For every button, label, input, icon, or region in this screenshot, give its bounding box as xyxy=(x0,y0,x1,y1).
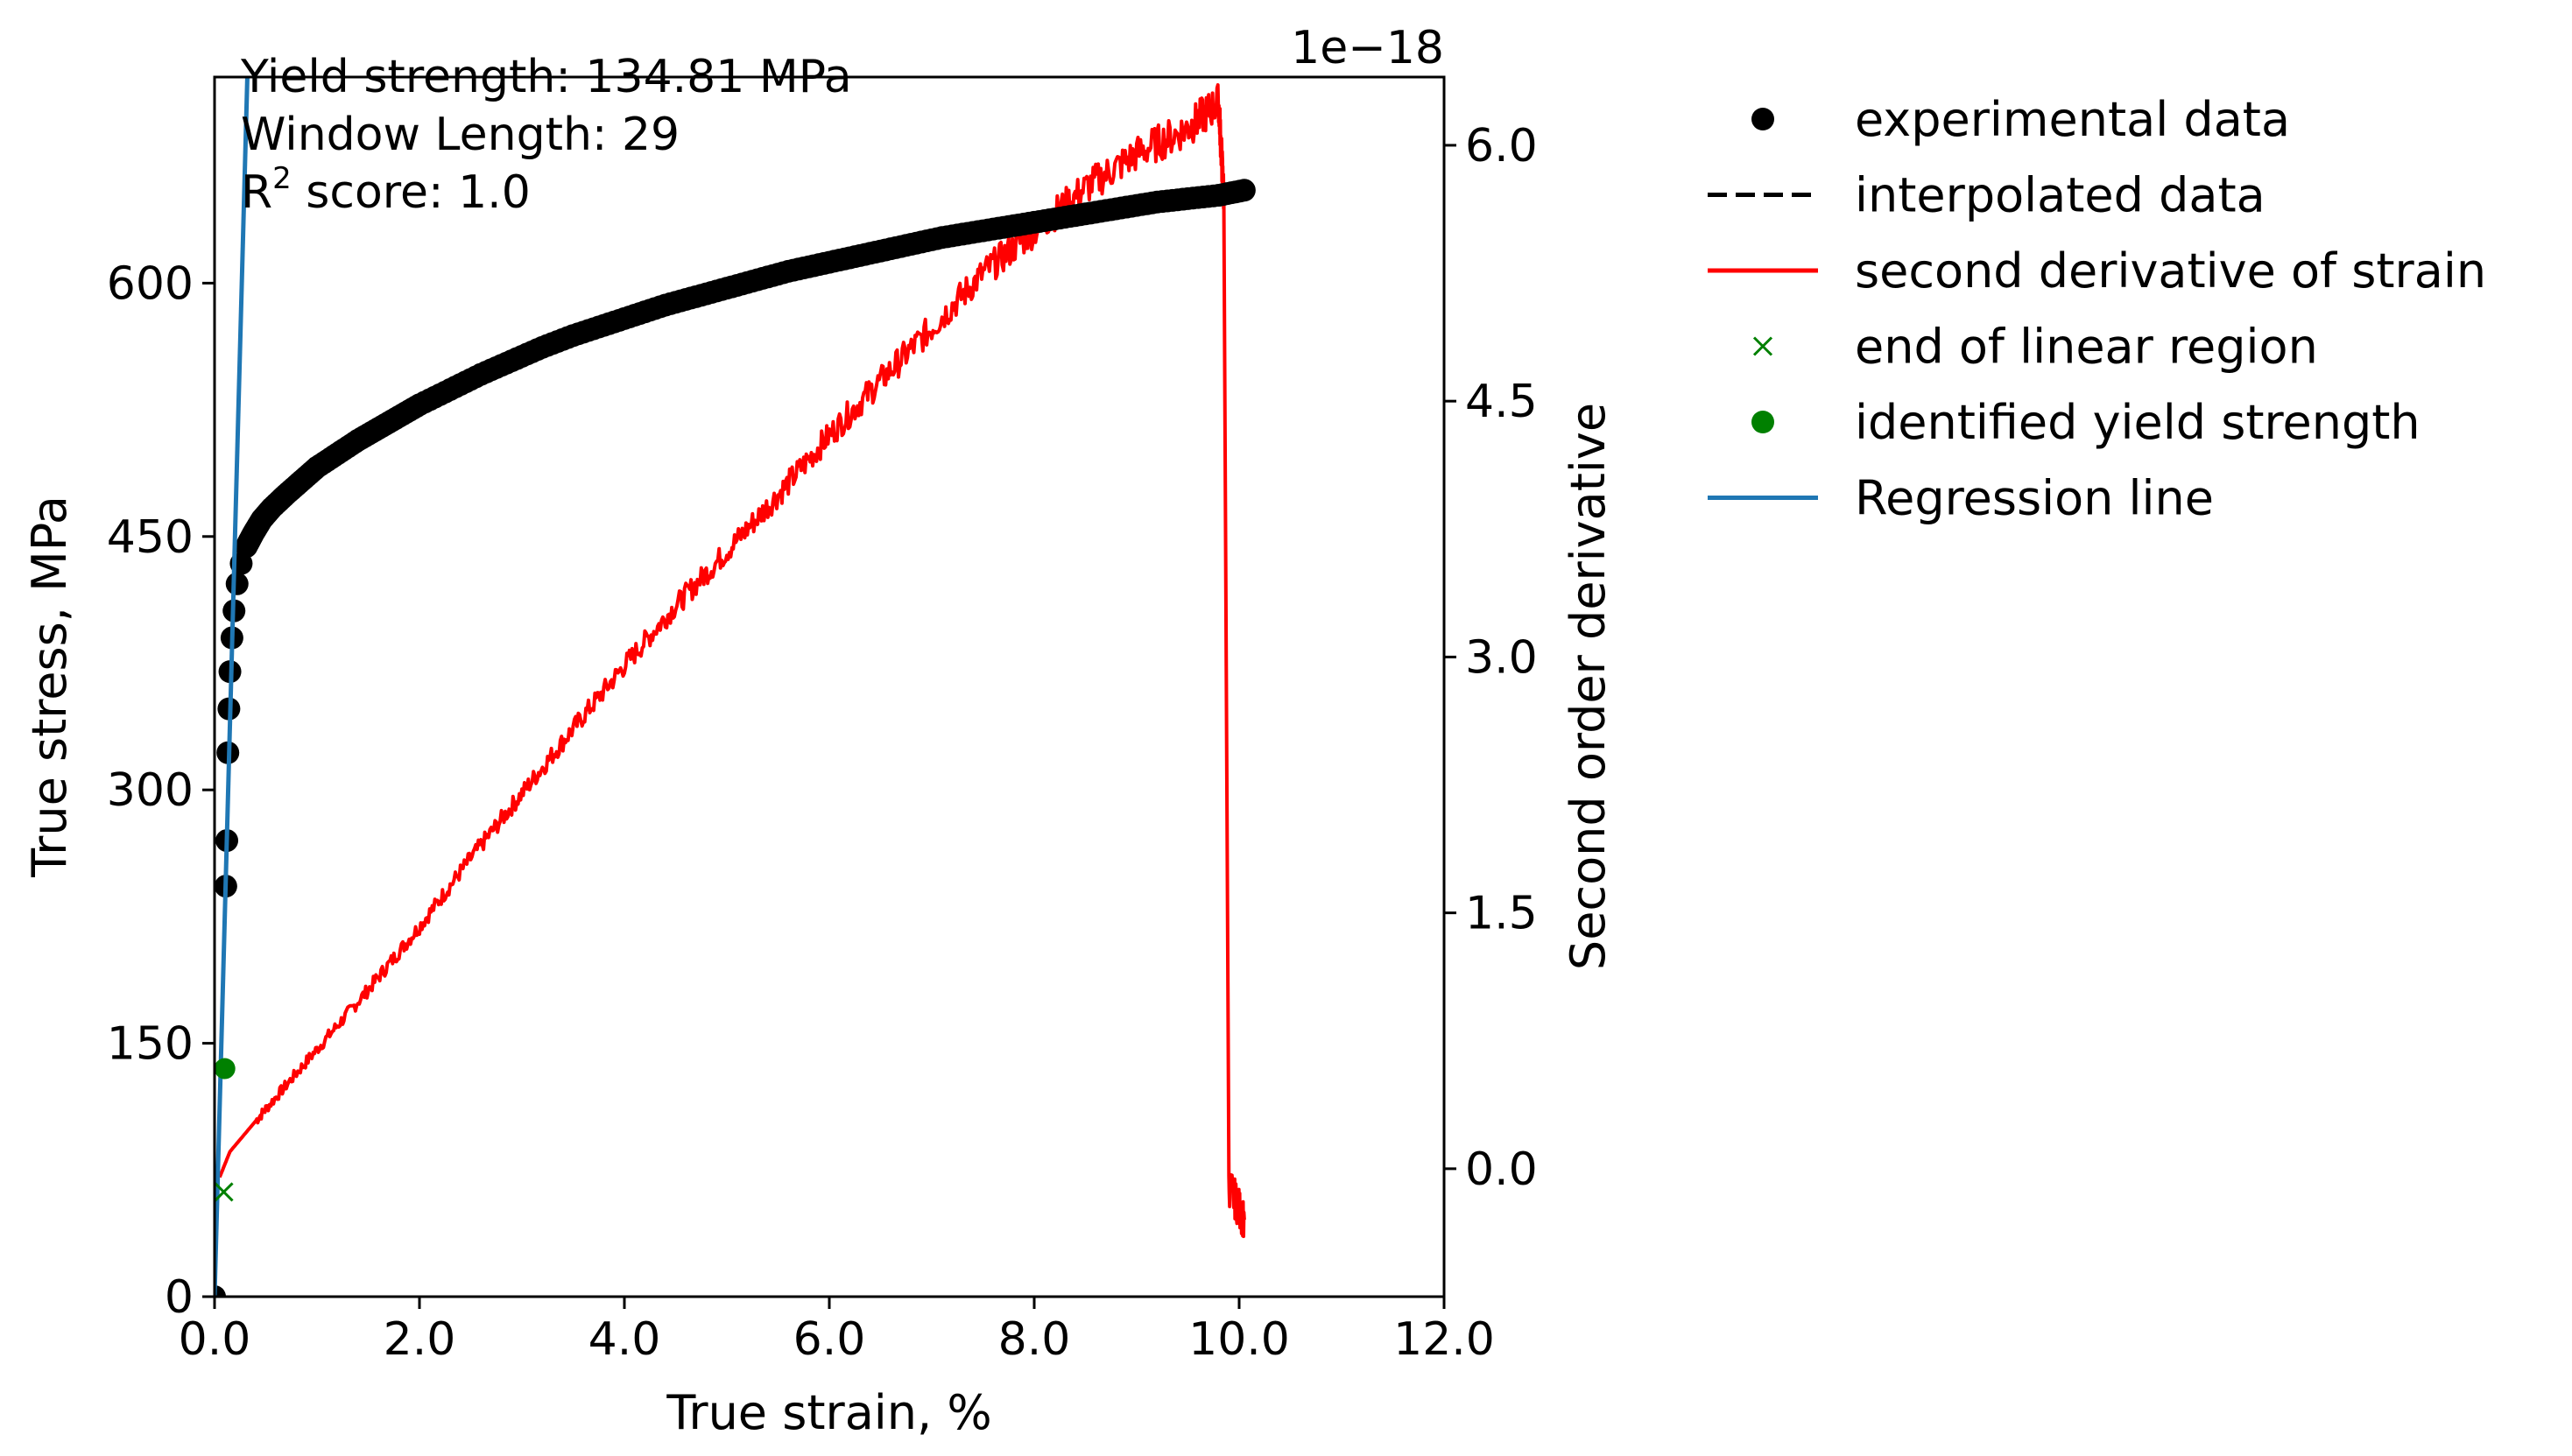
annotation-r2-sup: 2 xyxy=(272,161,292,196)
y2-tick-label: 0.0 xyxy=(1465,1143,1538,1196)
experimental-point xyxy=(1228,179,1251,203)
legend-item: experimental data xyxy=(1751,92,2290,147)
experimental-point xyxy=(215,1285,226,1297)
annotation-window: Window Length: 29 xyxy=(241,109,680,161)
legend-item: end of linear region xyxy=(1752,320,2318,375)
x-axis-title: True strain, % xyxy=(666,1385,991,1440)
end-of-linear-region-marker xyxy=(215,1182,234,1202)
x-tick-label: 12.0 xyxy=(1393,1313,1495,1366)
y2-tick-label: 1.5 xyxy=(1465,888,1538,940)
legend-marker xyxy=(1751,108,1774,130)
legend-item: interpolated data xyxy=(1708,168,2265,223)
y2-axis-title: Second order derivative xyxy=(1561,403,1616,970)
annotation-yield: Yield strength: 134.81 MPa xyxy=(240,51,852,103)
x-axis: 0.0 2.0 4.0 6.0 8.0 10.0 12.0 xyxy=(179,1297,1495,1366)
y-axis-left: 0 150 300 450 600 xyxy=(107,257,215,1324)
x-tick-label: 8.0 xyxy=(998,1313,1071,1366)
legend-label: identified yield strength xyxy=(1855,395,2420,450)
experimental-point xyxy=(225,572,249,595)
y-tick-label: 300 xyxy=(107,764,194,817)
legend: experimental data interpolated data second… xyxy=(1708,92,2486,526)
legend-item: identified yield strength xyxy=(1751,395,2420,450)
x-tick-label: 10.0 xyxy=(1188,1313,1290,1366)
x-tick-label: 0.0 xyxy=(179,1313,251,1366)
legend-label: second derivative of strain xyxy=(1855,243,2486,299)
y-axis-right: 0.0 1.5 3.0 4.5 6.0 xyxy=(1444,120,1538,1196)
y-tick-label: 150 xyxy=(107,1018,194,1071)
legend-marker xyxy=(1752,336,1773,356)
legend-label: interpolated data xyxy=(1855,168,2265,223)
y2-tick-label: 3.0 xyxy=(1465,631,1538,684)
annotation-r2: R2 score: 1.0 xyxy=(241,161,531,219)
legend-label: Regression line xyxy=(1855,471,2214,526)
legend-label: end of linear region xyxy=(1855,320,2318,375)
y2-tick-label: 6.0 xyxy=(1465,120,1538,172)
y-tick-label: 600 xyxy=(107,257,194,310)
annotation: Yield strength: 134.81 MPa Window Length… xyxy=(240,51,852,219)
x-tick-label: 2.0 xyxy=(384,1313,456,1366)
legend-item: second derivative of strain xyxy=(1708,243,2486,299)
series-layer xyxy=(215,77,1256,1297)
x-tick-label: 6.0 xyxy=(793,1313,866,1366)
y-axis-title: True stress, MPa xyxy=(22,496,77,878)
y2-offset-text: 1e−18 xyxy=(1291,22,1444,74)
y-tick-label: 0 xyxy=(165,1271,194,1324)
legend-item: Regression line xyxy=(1708,471,2214,526)
x-tick-label: 4.0 xyxy=(588,1313,661,1366)
second-derivative-line xyxy=(217,83,1246,1239)
legend-label: experimental data xyxy=(1855,92,2290,147)
yield-strength-point xyxy=(215,1058,236,1080)
y-tick-label: 450 xyxy=(107,511,194,564)
y2-tick-label: 4.5 xyxy=(1465,376,1538,428)
legend-marker xyxy=(1751,411,1774,433)
regression-line xyxy=(215,77,250,1297)
